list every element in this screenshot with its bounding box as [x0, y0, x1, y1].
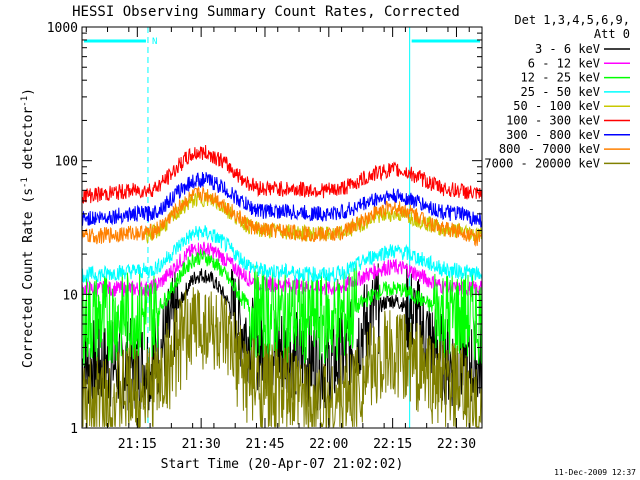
- y-label-sup2: -1: [20, 96, 30, 107]
- y-label-main: Corrected Count Rate (s: [21, 188, 36, 368]
- y-label-mid: detector: [21, 107, 36, 178]
- legend-label-8: 7000 - 20000 keV: [484, 156, 600, 170]
- series-line-6: [81, 172, 483, 228]
- x-tick-label: 22:30: [437, 437, 476, 452]
- series-line-8: [81, 287, 483, 429]
- y-axis-label: Corrected Count Rate (s-1 detector-1): [20, 88, 36, 368]
- x-axis: 21:15 21:30 21:45 22:00 22:15 22:30: [85, 27, 476, 452]
- series-line-0: [81, 263, 483, 411]
- plot-frame: [81, 26, 483, 429]
- series-line-5: [81, 144, 483, 204]
- x-tick-label: 22:15: [373, 437, 412, 452]
- legend-label-2: 12 - 25 keV: [521, 71, 600, 85]
- y-label-sup1: -1: [20, 177, 30, 188]
- series-line-4: [145, 190, 483, 245]
- legend-label-4: 50 - 100 keV: [513, 99, 600, 113]
- y-label-end: ): [21, 88, 36, 96]
- legend-label-0: 3 - 6 keV: [535, 42, 600, 56]
- series-line-2: [81, 249, 483, 367]
- legend-label-3: 25 - 50 keV: [521, 85, 600, 99]
- x-tick-label: 22:00: [309, 437, 348, 452]
- series-layer: [81, 144, 483, 429]
- legend-label-5: 100 - 300 keV: [506, 114, 600, 128]
- legend-label-6: 300 - 800 keV: [506, 128, 600, 142]
- chart-title: HESSI Observing Summary Count Rates, Cor…: [72, 4, 460, 20]
- y-tick-label: 100: [55, 155, 78, 170]
- legend-header-1: Det 1,3,4,5,6,9,: [514, 13, 630, 27]
- footer-date: 11-Dec-2009 12:37: [554, 468, 636, 477]
- attenuator-marker: N: [152, 37, 157, 47]
- y-axis: 1 10 100 1000: [47, 21, 482, 437]
- x-axis-label: Start Time (20-Apr-07 21:02:02): [161, 457, 404, 472]
- x-tick-label: 21:45: [245, 437, 284, 452]
- series-line-1: [81, 241, 483, 299]
- legend-header-2: Att 0: [594, 27, 630, 41]
- x-tick-label: 21:15: [118, 437, 157, 452]
- y-tick-label: 1000: [47, 21, 78, 36]
- x-tick-label: 21:30: [182, 437, 221, 452]
- y-tick-label: 10: [62, 288, 78, 303]
- legend-label-7: 800 - 7000 keV: [499, 142, 600, 156]
- legend-label-1: 6 - 12 keV: [528, 56, 600, 70]
- y-tick-label: 1: [70, 422, 78, 437]
- series-line-3: [81, 225, 483, 284]
- series-line-7: [81, 185, 483, 247]
